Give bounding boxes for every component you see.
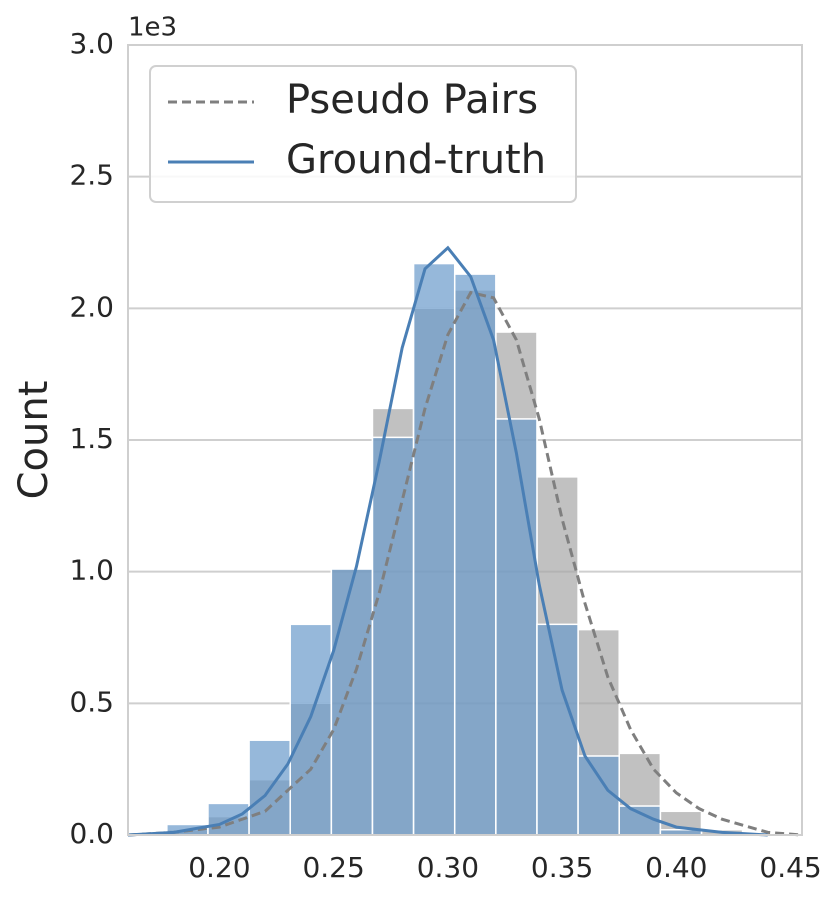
y-axis-label: Count xyxy=(11,381,57,500)
y-tick-label: 2.0 xyxy=(69,290,114,323)
legend-box xyxy=(149,65,577,203)
offset-label: 1e3 xyxy=(128,13,177,43)
x-tick-label: 0.25 xyxy=(302,851,364,884)
x-tick-label: 0.45 xyxy=(759,851,821,884)
kde-line xyxy=(127,290,803,837)
x-tick-label: 0.30 xyxy=(417,851,479,884)
histogram-bar xyxy=(495,418,538,836)
y-tick-label: 0.5 xyxy=(69,685,114,718)
x-tick-label: 0.35 xyxy=(531,851,593,884)
y-tick-label: 1.0 xyxy=(69,554,114,587)
y-tick-label: 3.0 xyxy=(69,27,114,60)
legend-label: Ground-truth xyxy=(286,137,546,183)
histogram-bar xyxy=(330,568,374,836)
histogram-bar xyxy=(289,623,333,836)
plot-frame xyxy=(127,44,803,836)
x-tick-label: 0.20 xyxy=(188,851,250,884)
histogram-bar xyxy=(453,273,497,836)
y-tick-label: 0.0 xyxy=(69,817,114,850)
legend: Pseudo Pairs Ground-truth xyxy=(149,65,577,203)
kde-line xyxy=(127,245,768,837)
y-tick-label: 1.5 xyxy=(69,422,114,455)
histogram-bar xyxy=(371,436,415,836)
x-tick-label: 0.40 xyxy=(645,851,707,884)
histogram-bar xyxy=(412,262,456,836)
histogram-bar xyxy=(536,623,579,836)
y-tick-label: 2.5 xyxy=(69,159,114,192)
legend-label: Pseudo Pairs xyxy=(286,77,538,123)
